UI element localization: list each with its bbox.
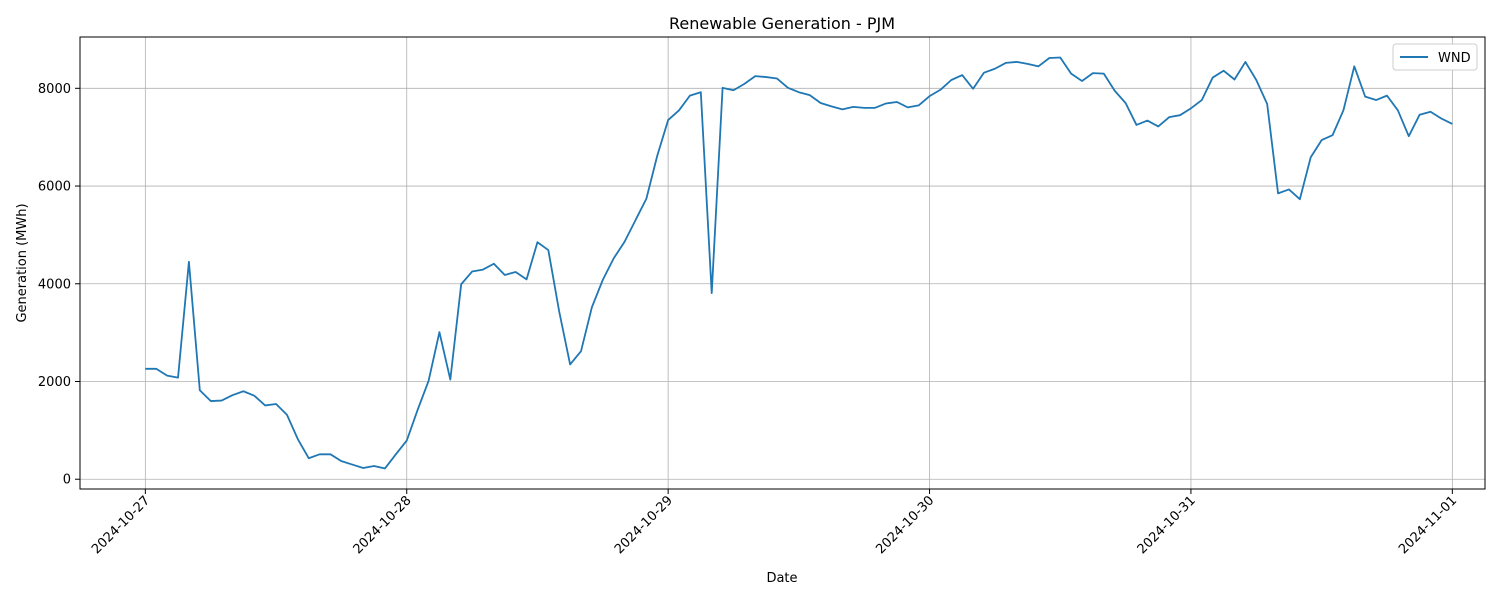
x-axis-label: Date: [766, 571, 797, 586]
y-tick-label: 2000: [38, 375, 71, 390]
y-tick-label: 4000: [38, 277, 71, 292]
plot-frame: [79, 36, 1486, 490]
y-tick-label: 8000: [38, 82, 71, 97]
y-axis-label: Generation (MWh): [15, 203, 30, 322]
series-layer: [145, 56, 1453, 470]
legend: WND: [1392, 43, 1478, 71]
legend-box: [1392, 43, 1478, 71]
chart-title: Renewable Generation - PJM: [669, 14, 895, 33]
y-tick-label: 0: [63, 473, 71, 488]
legend-label-wnd: WND: [1438, 51, 1471, 66]
y-tick-label: 6000: [38, 180, 71, 195]
series-line-wnd: [145, 56, 1453, 470]
grid-lines: [80, 37, 1485, 489]
y-axis-ticks: 0 2000 4000 6000 8000: [38, 82, 80, 488]
